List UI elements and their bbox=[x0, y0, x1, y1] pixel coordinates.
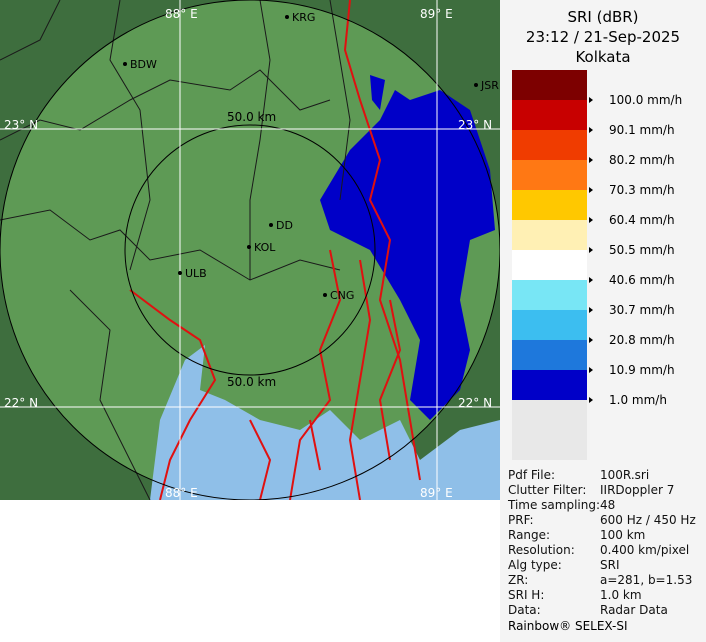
legend-tick bbox=[589, 97, 593, 103]
legend-swatch bbox=[512, 190, 587, 220]
graticule bbox=[0, 0, 500, 500]
legend-tick bbox=[589, 187, 593, 193]
footer: Rainbow® SELEX-SI bbox=[508, 619, 628, 633]
legend-label: 70.3 mm/h bbox=[609, 183, 675, 197]
info-value: 600 Hz / 450 Hz bbox=[600, 513, 696, 527]
place-label: DD bbox=[276, 219, 293, 232]
grid-label: 89° E bbox=[420, 7, 453, 21]
legend-tick bbox=[589, 337, 593, 343]
info-key: Data: bbox=[508, 603, 541, 617]
legend-tick bbox=[589, 127, 593, 133]
legend-tick bbox=[589, 397, 593, 403]
legend-tick bbox=[589, 157, 593, 163]
info-key: Range: bbox=[508, 528, 550, 542]
grid-label: 23° N bbox=[458, 118, 492, 132]
info-key: ZR: bbox=[508, 573, 528, 587]
legend-tick bbox=[589, 367, 593, 373]
place-dot bbox=[123, 62, 127, 66]
legend-tick bbox=[589, 277, 593, 283]
precipitation bbox=[370, 75, 455, 330]
info-value: 48 bbox=[600, 498, 615, 512]
legend-label: 60.4 mm/h bbox=[609, 213, 675, 227]
legend-swatch bbox=[512, 280, 587, 310]
place-label: BDW bbox=[130, 58, 157, 71]
legend-label: 100.0 mm/h bbox=[609, 93, 682, 107]
grid-label: 22° N bbox=[4, 396, 38, 410]
legend-swatch bbox=[512, 70, 587, 100]
info-value: 100 km bbox=[600, 528, 645, 542]
legend-label: 90.1 mm/h bbox=[609, 123, 675, 137]
place-dot bbox=[247, 245, 251, 249]
legend-label: 40.6 mm/h bbox=[609, 273, 675, 287]
place-dot bbox=[269, 223, 273, 227]
place-dot bbox=[323, 293, 327, 297]
range-label: 50.0 km bbox=[227, 110, 276, 124]
legend-label: 10.9 mm/h bbox=[609, 363, 675, 377]
info-key: Time sampling: bbox=[507, 498, 600, 512]
grid-label: 89° E bbox=[420, 486, 453, 500]
legend-swatch bbox=[512, 100, 587, 130]
info-value: Radar Data bbox=[600, 603, 668, 617]
legend-tick bbox=[589, 247, 593, 253]
station: Kolkata bbox=[575, 48, 630, 66]
grid-label: 88° E bbox=[165, 486, 198, 500]
range-ring bbox=[124, 124, 376, 376]
water bbox=[150, 345, 500, 500]
info-key: Clutter Filter: bbox=[508, 483, 586, 497]
info-key: Resolution: bbox=[508, 543, 575, 557]
range-label: 50.0 km bbox=[227, 375, 276, 389]
legend: 100.0 mm/h 90.1 mm/h 80.2 mm/h 70.3 mm/h 60.… bbox=[512, 93, 682, 430]
datetime: 23:12 / 21-Sep-2025 bbox=[526, 28, 680, 46]
legend-label: 80.2 mm/h bbox=[609, 153, 675, 167]
info-key: Pdf File: bbox=[508, 468, 555, 482]
info: Pdf File: 100R.sri Clutter Filter: IIRDoppl… bbox=[507, 468, 696, 617]
legend-tick bbox=[589, 307, 593, 313]
header: SRI (dBR) 23:12 / 21-Sep-2025 Kolkata bbox=[526, 8, 680, 66]
place-dot bbox=[178, 271, 182, 275]
legend-label: 50.5 mm/h bbox=[609, 243, 675, 257]
grid-label: 23° N bbox=[4, 118, 38, 132]
place-label: CNG bbox=[330, 289, 354, 302]
legend-tick bbox=[589, 217, 593, 223]
legend-swatch bbox=[512, 220, 587, 250]
product: SRI (dBR) bbox=[567, 8, 638, 26]
place-label: KRG bbox=[292, 11, 315, 24]
legend-swatch bbox=[512, 400, 587, 460]
legend-label: 20.8 mm/h bbox=[609, 333, 675, 347]
info-value: 100R.sri bbox=[600, 468, 649, 482]
info-value: 0.400 km/pixel bbox=[600, 543, 689, 557]
legend-swatch bbox=[512, 340, 587, 370]
info-value: IIRDoppler 7 bbox=[600, 483, 674, 497]
place-label: ULB bbox=[185, 267, 207, 280]
map bbox=[0, 0, 500, 500]
info-key: Alg type: bbox=[508, 558, 562, 572]
info-value: a=281, b=1.53 bbox=[600, 573, 692, 587]
place-dot bbox=[285, 15, 289, 19]
legend-swatch bbox=[512, 370, 587, 400]
grid-label: 88° E bbox=[165, 7, 198, 21]
legend-swatch bbox=[512, 310, 587, 340]
legend-label: 30.7 mm/h bbox=[609, 303, 675, 317]
place-label: JSR bbox=[480, 79, 499, 92]
info-value: 1.0 km bbox=[600, 588, 642, 602]
precipitation bbox=[320, 90, 495, 420]
info-value: SRI bbox=[600, 558, 620, 572]
rivers bbox=[129, 0, 421, 500]
place-label: KOL bbox=[254, 241, 276, 254]
legend-label: 1.0 mm/h bbox=[609, 393, 667, 407]
info-key: SRI H: bbox=[508, 588, 544, 602]
legend-swatch bbox=[512, 250, 587, 280]
grid-labels: 88° E 89° E 88° E 89° E 23° N 23° N 22° … bbox=[4, 7, 492, 500]
info-key: PRF: bbox=[508, 513, 534, 527]
legend-swatch bbox=[512, 130, 587, 160]
legend-swatch bbox=[512, 160, 587, 190]
place-dot bbox=[474, 83, 478, 87]
grid-label: 22° N bbox=[458, 396, 492, 410]
